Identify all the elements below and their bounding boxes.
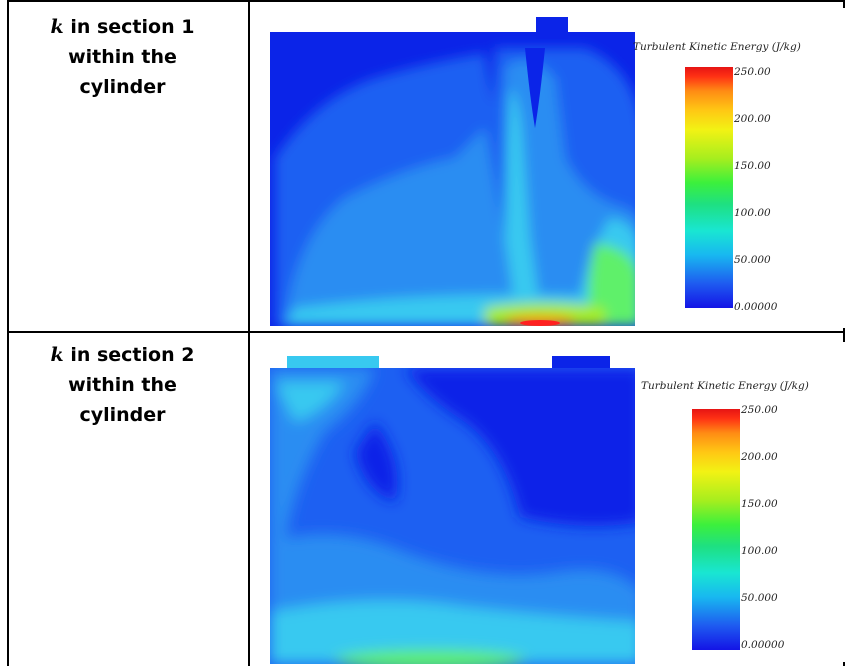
- row2-colorbar: [692, 409, 740, 650]
- row2-colorbar-title: Turbulent Kinetic Energy (J/kg): [641, 380, 809, 392]
- row1-label-line3: cylinder: [79, 76, 166, 98]
- row1-label-line2: within the: [68, 46, 177, 68]
- row2-tick-200: 200.00: [741, 451, 778, 463]
- table-border-top: [7, 0, 845, 2]
- row1-green-region: [588, 243, 635, 326]
- row1-contour-figure: Turbulent Kinetic Energy (J/kg) 250.00 2…: [255, 8, 845, 328]
- row1-contour-plot: [270, 17, 635, 326]
- row1-tick-50: 50.000: [734, 254, 771, 266]
- table-row-divider: [7, 331, 845, 333]
- row2-label: k in section 2 within the cylinder: [10, 340, 235, 430]
- row2-tick-150: 150.00: [741, 498, 778, 510]
- row1-colorbar: [685, 67, 733, 308]
- table-border-right: [843, 0, 845, 666]
- row2-bottom-green-band: [335, 650, 525, 664]
- row2-deep-blue-region: [405, 368, 635, 526]
- row1-jet-plume: [505, 88, 540, 308]
- table-border-left: [7, 0, 9, 666]
- row2-tick-50: 50.000: [741, 592, 778, 604]
- row1-colorbar-title: Turbulent Kinetic Energy (J/kg): [633, 41, 801, 53]
- row1-light-blue-region: [285, 128, 515, 326]
- row1-tick-0: 0.00000: [734, 301, 778, 313]
- row1-tick-150: 150.00: [734, 160, 771, 172]
- row2-tick-100: 100.00: [741, 545, 778, 557]
- row2-label-line2: within the: [68, 374, 177, 396]
- row2-tick-250: 250.00: [741, 404, 778, 416]
- row2-contour-plot: [270, 356, 635, 664]
- row1-tick-250: 250.00: [734, 66, 771, 78]
- comparison-table: [7, 0, 845, 666]
- row2-k-symbol: k: [50, 344, 64, 366]
- row1-k-symbol: k: [50, 16, 64, 38]
- row2-label-line3: cylinder: [79, 404, 166, 426]
- row1-tick-200: 200.00: [734, 113, 771, 125]
- row1-label: k in section 1 within the cylinder: [10, 12, 235, 102]
- row1-valve-stem: [536, 17, 568, 39]
- table-column-divider: [248, 0, 250, 666]
- row1-label-line1: in section 1: [63, 16, 195, 38]
- row1-tick-100: 100.00: [734, 207, 771, 219]
- row2-label-line1: in section 2: [63, 344, 195, 366]
- row2-cyan-region: [270, 600, 635, 664]
- row2-contour-figure: Turbulent Kinetic Energy (J/kg) 250.00 2…: [255, 342, 845, 664]
- row2-tick-0: 0.00000: [741, 639, 785, 651]
